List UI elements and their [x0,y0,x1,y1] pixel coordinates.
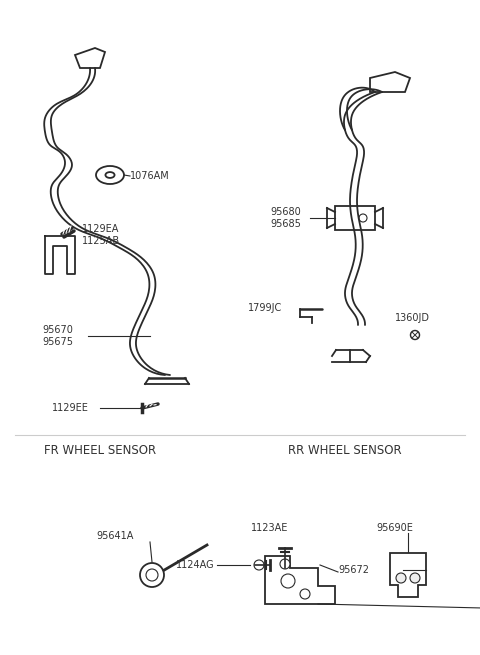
Circle shape [146,569,158,581]
Text: 95680: 95680 [270,207,301,217]
Text: 1123AE: 1123AE [252,523,288,533]
Circle shape [410,573,420,583]
Polygon shape [265,556,335,604]
Circle shape [254,560,264,570]
Ellipse shape [96,166,124,184]
Circle shape [280,559,290,569]
Text: 1124AG: 1124AG [176,560,215,570]
Circle shape [396,573,406,583]
Circle shape [410,331,420,339]
Text: FR WHEEL SENSOR: FR WHEEL SENSOR [44,443,156,457]
Polygon shape [370,72,410,92]
Circle shape [281,574,295,588]
Ellipse shape [106,172,115,178]
Text: 95672: 95672 [338,565,369,575]
Text: 1076AM: 1076AM [130,171,170,181]
Text: 1360JD: 1360JD [395,313,430,323]
Text: 95641A: 95641A [96,531,134,541]
Circle shape [140,563,164,587]
Circle shape [300,589,310,599]
Polygon shape [75,48,105,68]
Text: 1129EA: 1129EA [82,224,120,234]
Text: 95685: 95685 [270,219,301,229]
Text: RR WHEEL SENSOR: RR WHEEL SENSOR [288,443,402,457]
Circle shape [359,214,367,222]
Text: 1799JC: 1799JC [248,303,282,313]
Bar [335,206,375,230]
Text: 95690E: 95690E [377,523,413,533]
Text: 95670: 95670 [42,325,73,335]
Text: 1129EE: 1129EE [52,403,89,413]
Polygon shape [390,553,426,597]
Text: 95675: 95675 [42,337,73,347]
Text: 1125AB: 1125AB [82,236,120,246]
